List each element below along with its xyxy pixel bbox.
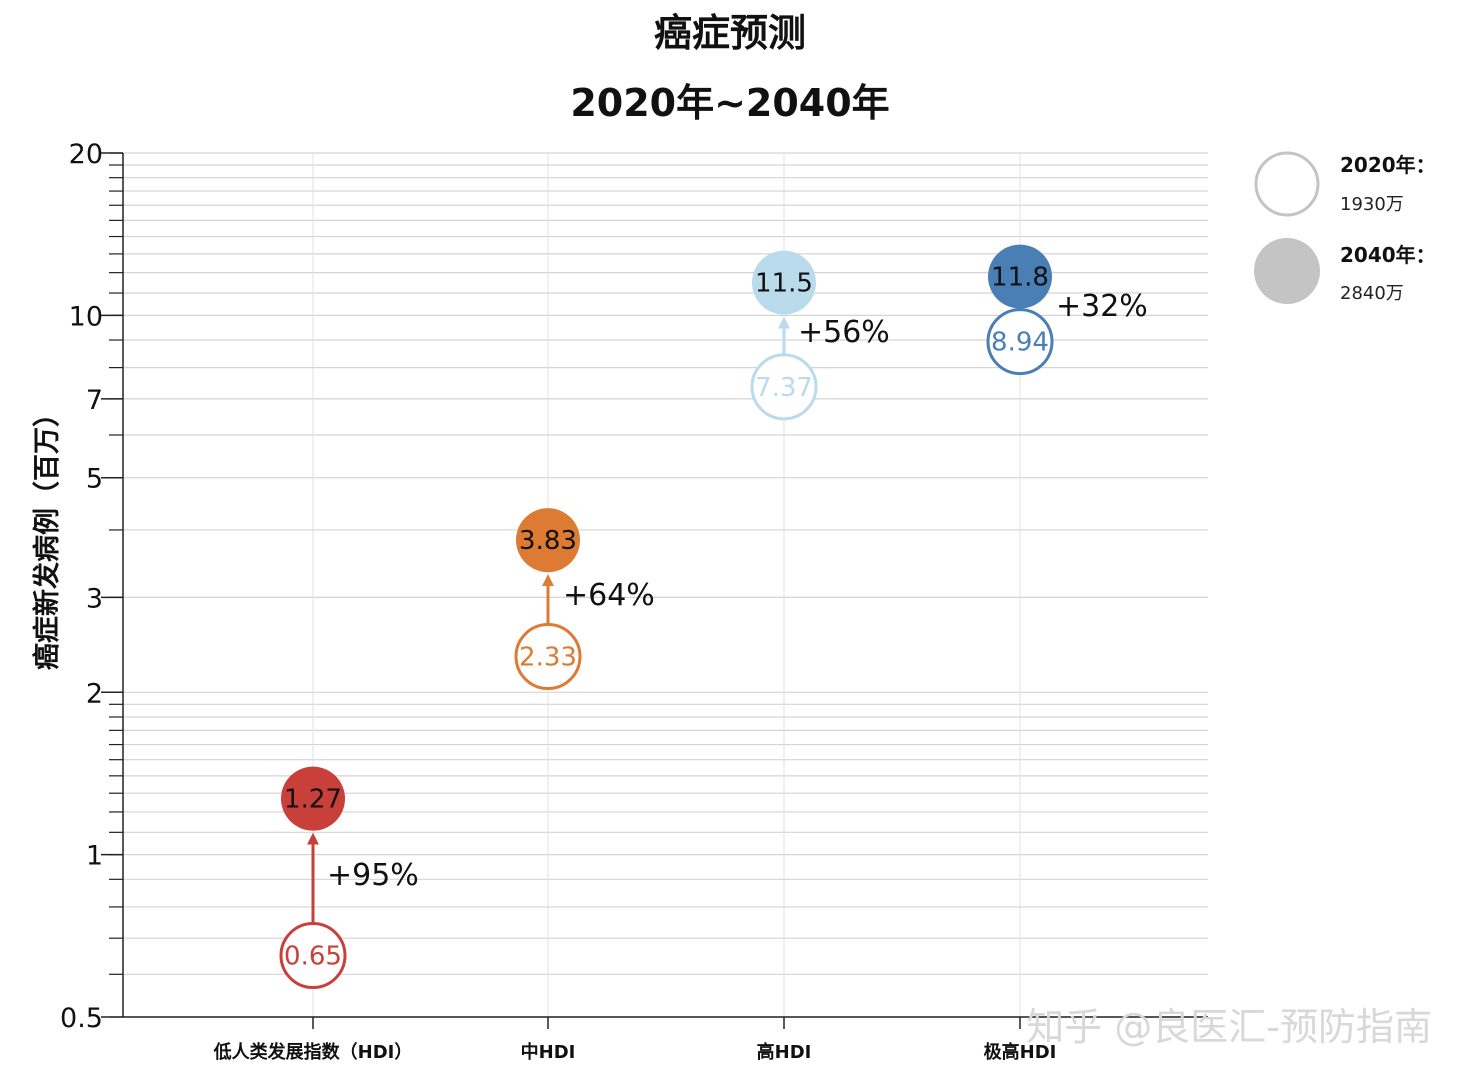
value-label-2020: 7.37 <box>755 373 813 403</box>
y-axis-label: 癌症新发病例（百万） <box>31 400 63 670</box>
point-2040 <box>988 244 1052 309</box>
point-2040 <box>281 766 345 831</box>
legend-2020-title: 2020年： <box>1340 153 1436 177</box>
point-2040 <box>752 250 816 315</box>
category-label: 低人类发展指数（HDI） <box>213 1041 413 1063</box>
legend-2020-marker <box>1254 151 1320 217</box>
value-label-2020: 0.65 <box>284 942 342 972</box>
chart-title: 癌症预测 <box>654 11 806 55</box>
category-label: 高HDI <box>757 1041 812 1063</box>
legend: 2020年： 1930万 2040年： 2840万 <box>1254 151 1436 304</box>
value-label-2040: 11.8 <box>991 263 1049 293</box>
category-labels: 低人类发展指数（HDI） 中HDI 高HDI 极高HDI <box>213 1041 1057 1063</box>
y-tick-label: 7 <box>86 385 103 416</box>
legend-2020-subtitle: 1930万 <box>1340 194 1404 215</box>
point-2020 <box>750 353 818 421</box>
y-tick-label: 10 <box>69 301 103 332</box>
point-2040 <box>516 508 580 573</box>
point-2020 <box>986 308 1054 376</box>
change-label: +32% <box>1056 289 1148 324</box>
y-tick-label: 2 <box>86 678 103 709</box>
chart-subtitle: 2020年~2040年 <box>570 81 889 125</box>
change-label: +56% <box>798 315 890 350</box>
legend-2040-subtitle: 2840万 <box>1340 283 1404 304</box>
y-tick-label: 1 <box>86 841 103 872</box>
category-label: 极高HDI <box>984 1041 1057 1063</box>
point-2020 <box>279 922 347 990</box>
value-label-2020: 8.94 <box>991 328 1049 358</box>
value-label-2020: 2.33 <box>519 643 577 673</box>
y-tick-label: 3 <box>86 583 103 614</box>
y-tick-label: 20 <box>69 139 103 170</box>
value-label-2040: 11.5 <box>755 269 813 299</box>
legend-2040-title: 2040年： <box>1340 243 1436 267</box>
y-tick-label: 0.5 <box>60 1003 103 1034</box>
axes <box>122 153 1208 1029</box>
watermark: 知乎 @良医汇-预防指南 <box>1026 1005 1432 1049</box>
value-label-2040: 1.27 <box>284 785 342 815</box>
change-label: +95% <box>327 858 419 893</box>
point-2020 <box>514 623 582 691</box>
value-label-2040: 3.83 <box>519 526 577 556</box>
change-label: +64% <box>563 578 655 613</box>
category-label: 中HDI <box>521 1041 576 1063</box>
y-tick-labels: 0.5 1 2 3 5 7 10 20 <box>60 139 123 1034</box>
legend-2040-marker <box>1254 238 1320 304</box>
y-tick-label: 5 <box>86 464 103 495</box>
data-marks: 0.65 1.27 +95% 2.33 3.83 +64% 7.37 11.5 +56% 8.94… <box>279 244 1148 990</box>
